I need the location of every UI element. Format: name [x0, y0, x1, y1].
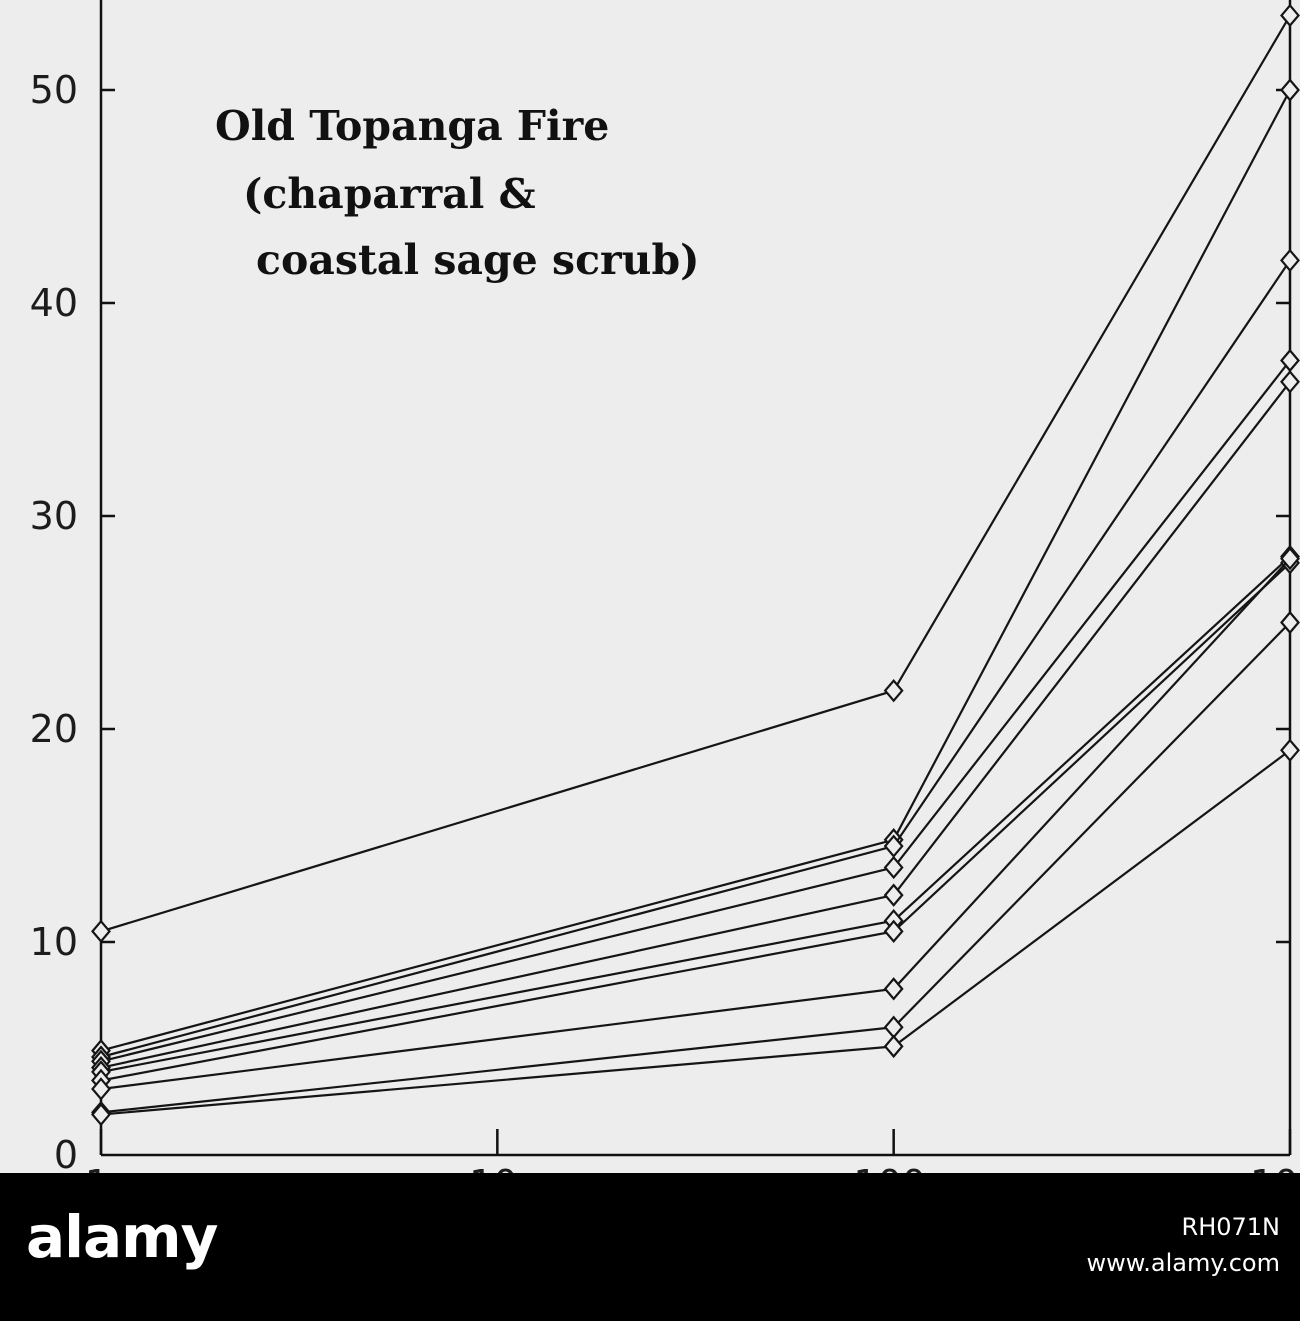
data-point-s10-p3	[1280, 738, 1300, 762]
image-credit: RH071N www.alamy.com	[1087, 1209, 1280, 1281]
data-point-s1-p3	[1280, 3, 1300, 28]
site-url: www.alamy.com	[1086, 1249, 1280, 1277]
line-chart: 0 10 20 30 40 50 1 10 100 1000 Old Topanga Fire …	[30, 0, 1300, 1173]
data-point-s9-p3	[1280, 610, 1300, 635]
chart-title: Old Topanga Fire (chaparral & coastal sa…	[215, 102, 700, 284]
data-point-s2-p3	[1280, 78, 1300, 102]
y-tick-label-50: 50	[30, 68, 78, 112]
data-point-s1-p2	[883, 678, 904, 703]
plot-frame	[99, 0, 1292, 1157]
y-tick-label-0: 0	[54, 1133, 78, 1173]
y-tick-label-40: 40	[30, 281, 78, 325]
series-line-1	[100, 14, 1291, 933]
x-tick-label-100: 100	[853, 1162, 926, 1173]
data-point-s10-p1	[91, 1102, 111, 1127]
data-point-s8-p3	[1280, 546, 1300, 571]
data-point-s8-p2	[883, 977, 904, 1001]
alamy-logo: alamy	[26, 1203, 218, 1271]
x-axis-ticks: 1 10 100 1000	[85, 1129, 1300, 1173]
data-point-s10-p2	[883, 1034, 904, 1059]
series-line-2	[100, 89, 1291, 1052]
data-point-s7-p2	[883, 919, 904, 944]
series-line-6	[100, 555, 1291, 1073]
title-line-1: Old Topanga Fire	[215, 102, 609, 150]
series-line-5	[100, 381, 1291, 1069]
watermark-footer: alamy RH071N www.alamy.com	[0, 1173, 1300, 1321]
data-point-s5-p3	[1280, 370, 1300, 394]
title-line-3: coastal sage scrub)	[256, 236, 700, 284]
image-id: RH071N	[1181, 1213, 1280, 1241]
series-layer	[91, 3, 1300, 1127]
series-line-4	[100, 359, 1291, 1063]
x-tick-label-10: 10	[469, 1162, 517, 1173]
title-line-2: (chaparral &	[243, 170, 536, 218]
data-point-s4-p2	[883, 855, 904, 880]
data-point-s8-p1	[91, 1077, 111, 1101]
y-tick-label-30: 30	[30, 494, 78, 538]
y-axis-ticks: 0 10 20 30 40 50	[30, 68, 1290, 1173]
y-tick-label-10: 10	[30, 920, 78, 964]
data-point-s1-p1	[91, 919, 111, 944]
y-tick-label-20: 20	[30, 707, 78, 751]
x-tick-label-1000: 1000	[1250, 1162, 1300, 1173]
data-point-s5-p2	[883, 883, 904, 907]
data-point-s3-p3	[1280, 248, 1300, 273]
x-tick-label-1: 1	[85, 1162, 109, 1173]
